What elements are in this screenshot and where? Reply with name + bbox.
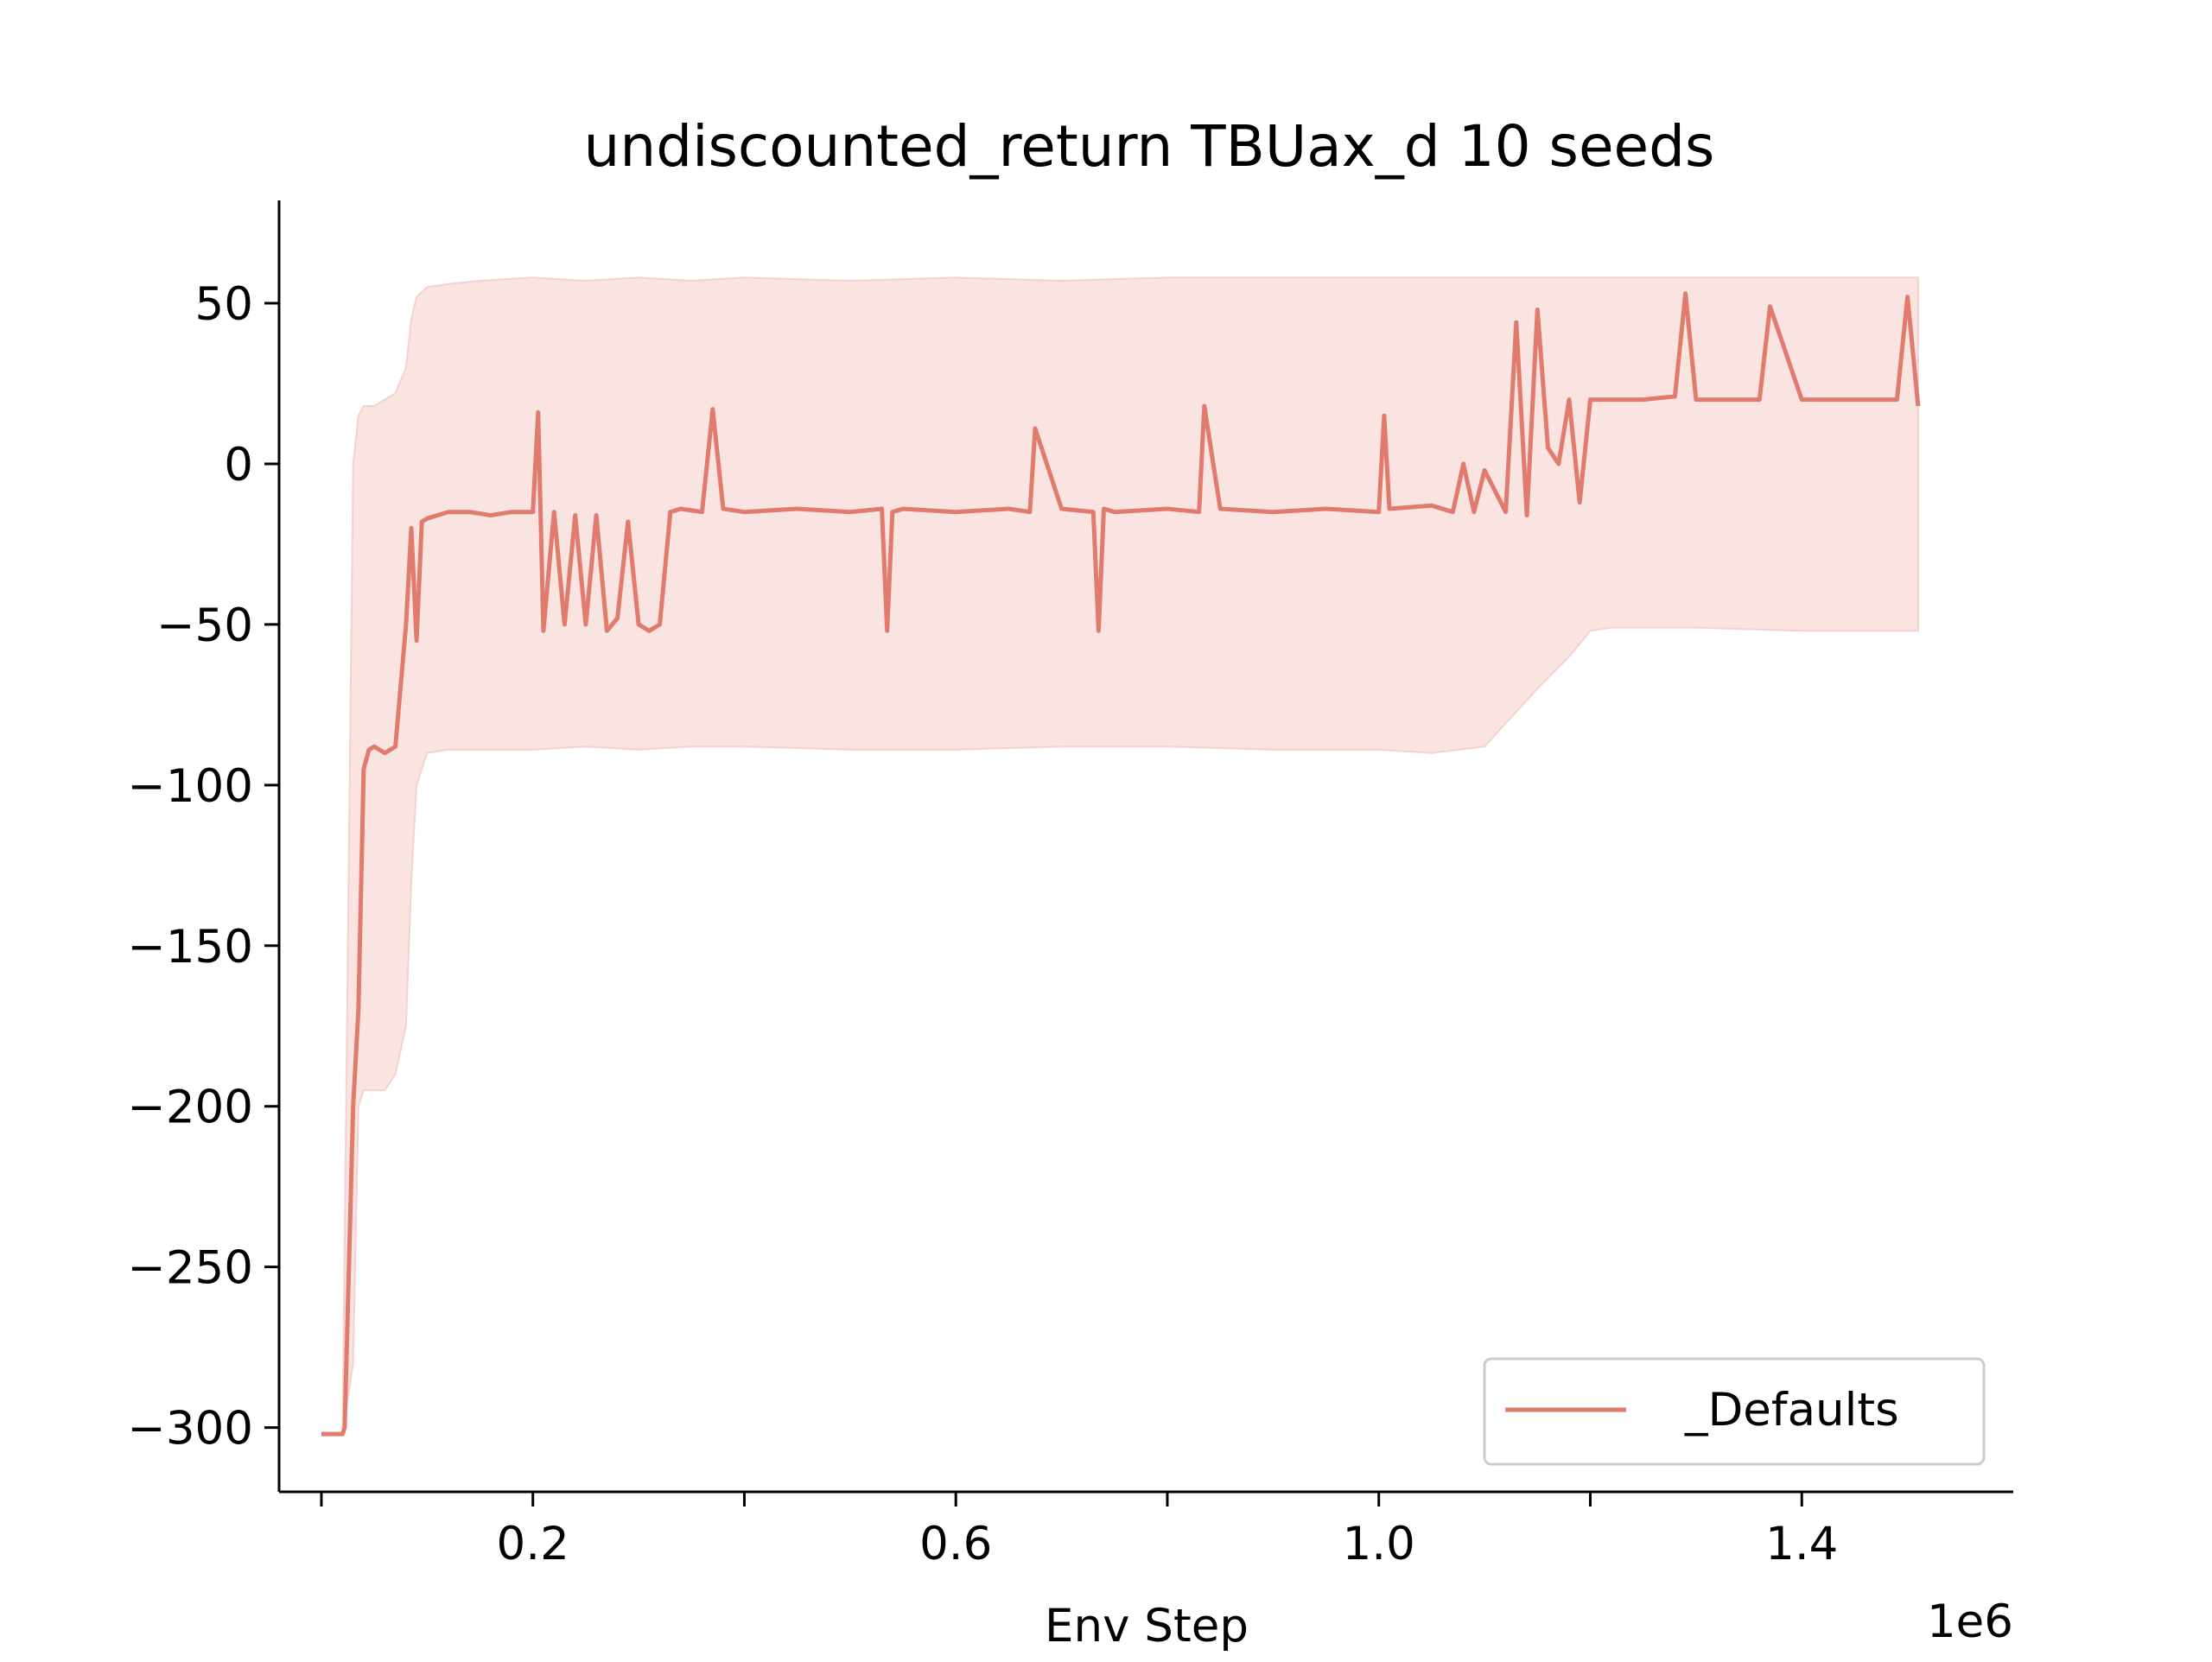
y-tick-label: −100 [127,760,253,813]
legend: _Defaults [1483,1357,1986,1466]
y-tick-label: −50 [156,599,253,652]
x-tick-label: 0.6 [919,1518,992,1570]
legend-label: _Defaults [1684,1384,1899,1437]
y-tick-label: −250 [127,1242,253,1295]
legend-frame [1483,1357,1986,1466]
y-tick-label: 50 [195,278,253,331]
x-offset-label: 1e6 [1927,1595,2013,1648]
x-tick-label: 0.2 [497,1518,569,1570]
series-line-0 [321,291,1921,1437]
x-tick-label: 1.0 [1343,1518,1415,1570]
y-tick-label: 0 [224,439,253,492]
confidence-band [321,276,1919,1436]
chart-title: undiscounted_return TBUax_d 10 seeds [584,113,1715,180]
y-tick-label: −200 [127,1082,253,1134]
x-axis-label: Env Step [1045,1600,1249,1652]
x-tick-label: 1.4 [1765,1518,1838,1570]
y-tick-label: −300 [127,1403,253,1456]
y-tick-label: −150 [127,921,253,974]
